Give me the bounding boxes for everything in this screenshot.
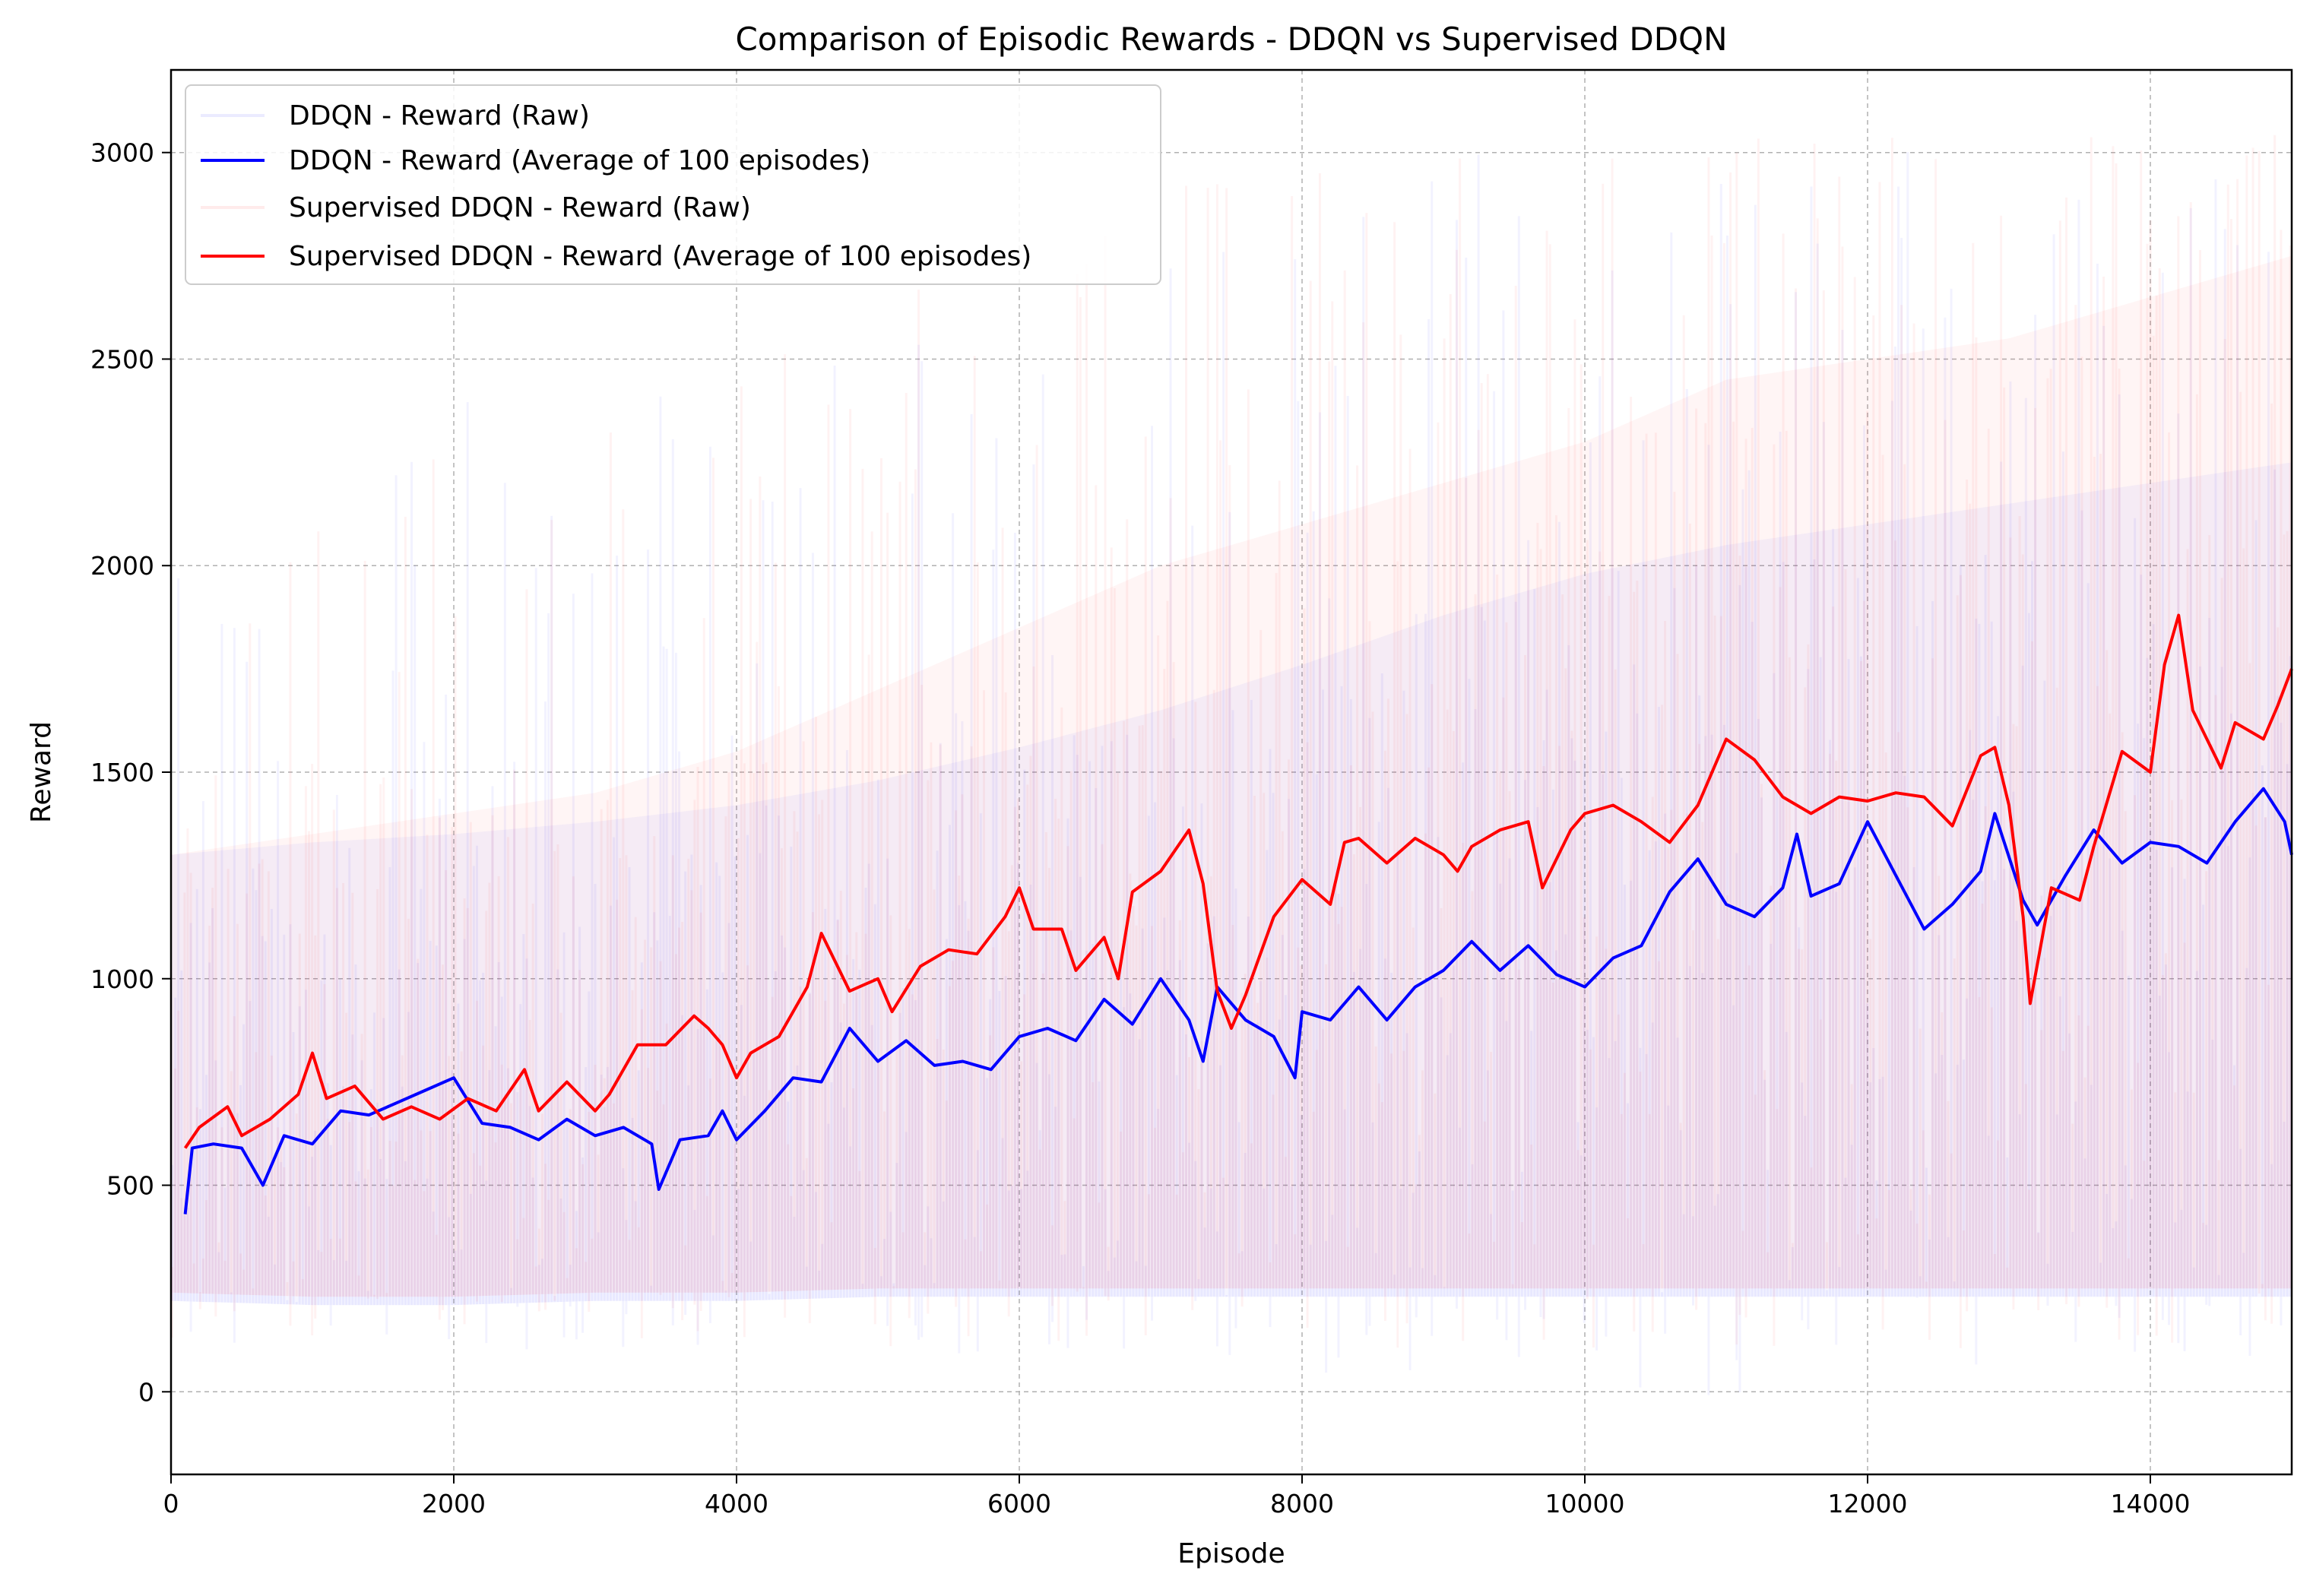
x-tick-label: 6000 [987,1489,1051,1518]
grid [171,70,2292,1474]
x-tick-label: 8000 [1270,1489,1334,1518]
y-tick-label: 500 [106,1171,154,1201]
y-tick-label: 3000 [90,138,154,168]
legend-label-ddqn-raw: DDQN - Reward (Raw) [289,100,590,131]
x-tick-label: 2000 [422,1489,486,1518]
average-series-3 [183,613,2293,1149]
x-tick-label: 4000 [705,1489,768,1518]
y-axis-label: Reward [26,721,57,823]
x-tick-label: 14000 [2111,1489,2191,1518]
x-axis-label: Episode [1177,1538,1285,1569]
legend-label-supervised-raw: Supervised DDQN - Reward (Raw) [289,192,751,223]
axis-ticks: 0 2000 4000 6000 8000 10000 12000 14000 0 500 1000… [90,138,2190,1518]
y-tick-label: 2000 [90,551,154,581]
legend-box [185,84,1161,285]
raw-band [171,462,2292,1306]
raw-series-layer [170,135,2292,1395]
y-tick-label: 0 [138,1377,154,1407]
x-tick-label: 12000 [1828,1489,1908,1518]
y-tick-label: 2500 [90,344,154,374]
y-tick-label: 1000 [90,964,154,994]
y-tick-label: 1500 [90,758,154,787]
raw-band [171,255,2292,1297]
raw-series-0 [170,151,2292,1395]
raw-series-2 [170,135,2292,1348]
legend-label-ddqn-avg: DDQN - Reward (Average of 100 episodes) [289,145,870,176]
chart-title: Comparison of Episodic Rewards - DDQN vs… [735,21,1727,58]
x-tick-label: 0 [163,1489,179,1518]
legend-label-supervised-avg: Supervised DDQN - Reward (Average of 100… [289,241,1031,272]
x-tick-label: 10000 [1545,1489,1625,1518]
average-series-layer [183,613,2293,1214]
legend: DDQN - Reward (Raw) DDQN - Reward (Avera… [185,84,1161,285]
average-series-1 [183,787,2293,1214]
